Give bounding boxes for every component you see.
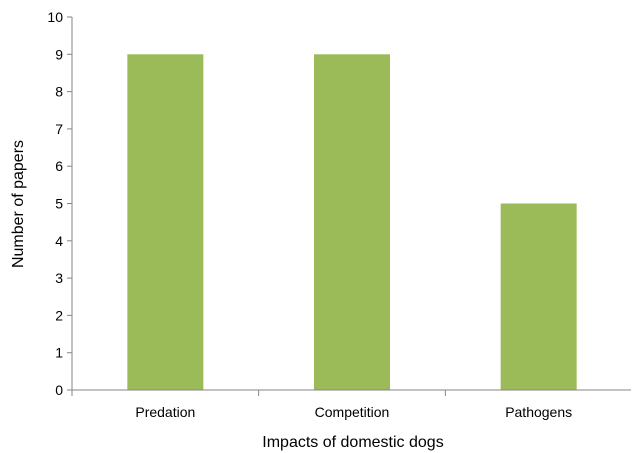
y-tick-label: 9	[55, 46, 63, 62]
bars-group	[127, 54, 577, 391]
y-axis-title: Number of papers	[10, 140, 27, 268]
y-tick-label: 3	[55, 270, 63, 286]
x-tick-label: Competition	[315, 404, 390, 420]
axes-group	[67, 16, 631, 396]
x-tick-label: Predation	[135, 404, 195, 420]
y-tick-label: 7	[55, 121, 63, 137]
y-tick-label: 10	[47, 9, 63, 25]
y-tick-label: 4	[55, 233, 63, 249]
bar-competition	[314, 54, 390, 391]
y-tick-label: 6	[55, 158, 63, 174]
y-tick-label: 2	[55, 307, 63, 323]
y-tick-label: 5	[55, 196, 63, 212]
y-tick-label: 8	[55, 84, 63, 100]
y-tick-label: 0	[55, 382, 63, 398]
y-tick-labels: 0 1 2 3 4 5 6 7 8 9 10	[47, 9, 63, 398]
x-axis-title: Impacts of domestic dogs	[262, 434, 443, 451]
x-tick-labels: Predation Competition Pathogens	[135, 404, 572, 420]
bar-pathogens	[500, 203, 577, 390]
y-tick-label: 1	[55, 345, 63, 361]
x-tick-label: Pathogens	[505, 404, 572, 420]
bar-predation	[127, 54, 204, 391]
